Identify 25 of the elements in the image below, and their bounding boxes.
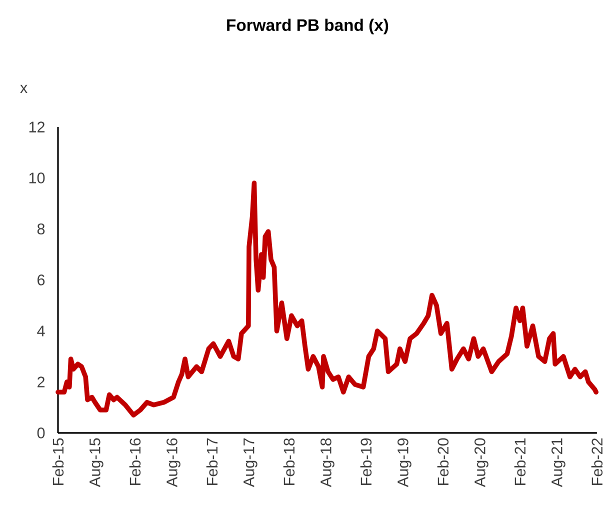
y-tick-label: 6 xyxy=(38,274,45,286)
y-axis-title: x xyxy=(20,84,28,93)
chart-title: Forward PB band (x) xyxy=(227,18,388,34)
x-tick-label: Aug-16 xyxy=(166,438,180,488)
x-tick-label: Feb-17 xyxy=(206,438,218,486)
x-tick-label: Feb-18 xyxy=(283,438,295,486)
line-series xyxy=(56,180,599,418)
x-tick-label: Feb-22 xyxy=(591,438,603,486)
y-tick-label: 10 xyxy=(29,172,45,184)
x-tick-label: Aug-21 xyxy=(551,438,566,488)
x-tick-label: Aug-15 xyxy=(90,438,104,488)
y-tick-label: 8 xyxy=(37,224,45,234)
x-tick-label: Feb-15 xyxy=(52,438,64,486)
x-tick-label: Feb-19 xyxy=(360,438,372,486)
y-tick-label: 0 xyxy=(37,428,45,438)
x-tick-label: Aug-20 xyxy=(474,438,488,488)
x-tick-label: Feb-20 xyxy=(437,438,449,486)
x-tick-label: Aug-17 xyxy=(244,438,258,488)
x-tick-label: Feb-21 xyxy=(514,438,526,486)
x-tick-label: Aug-19 xyxy=(398,438,412,488)
y-tick-label: 4 xyxy=(37,326,45,336)
y-tick-label: 12 xyxy=(29,122,45,132)
y-tick-label: 2 xyxy=(38,376,45,388)
x-tick-label: Aug-18 xyxy=(320,438,334,488)
x-tick-label: Feb-16 xyxy=(129,438,141,486)
